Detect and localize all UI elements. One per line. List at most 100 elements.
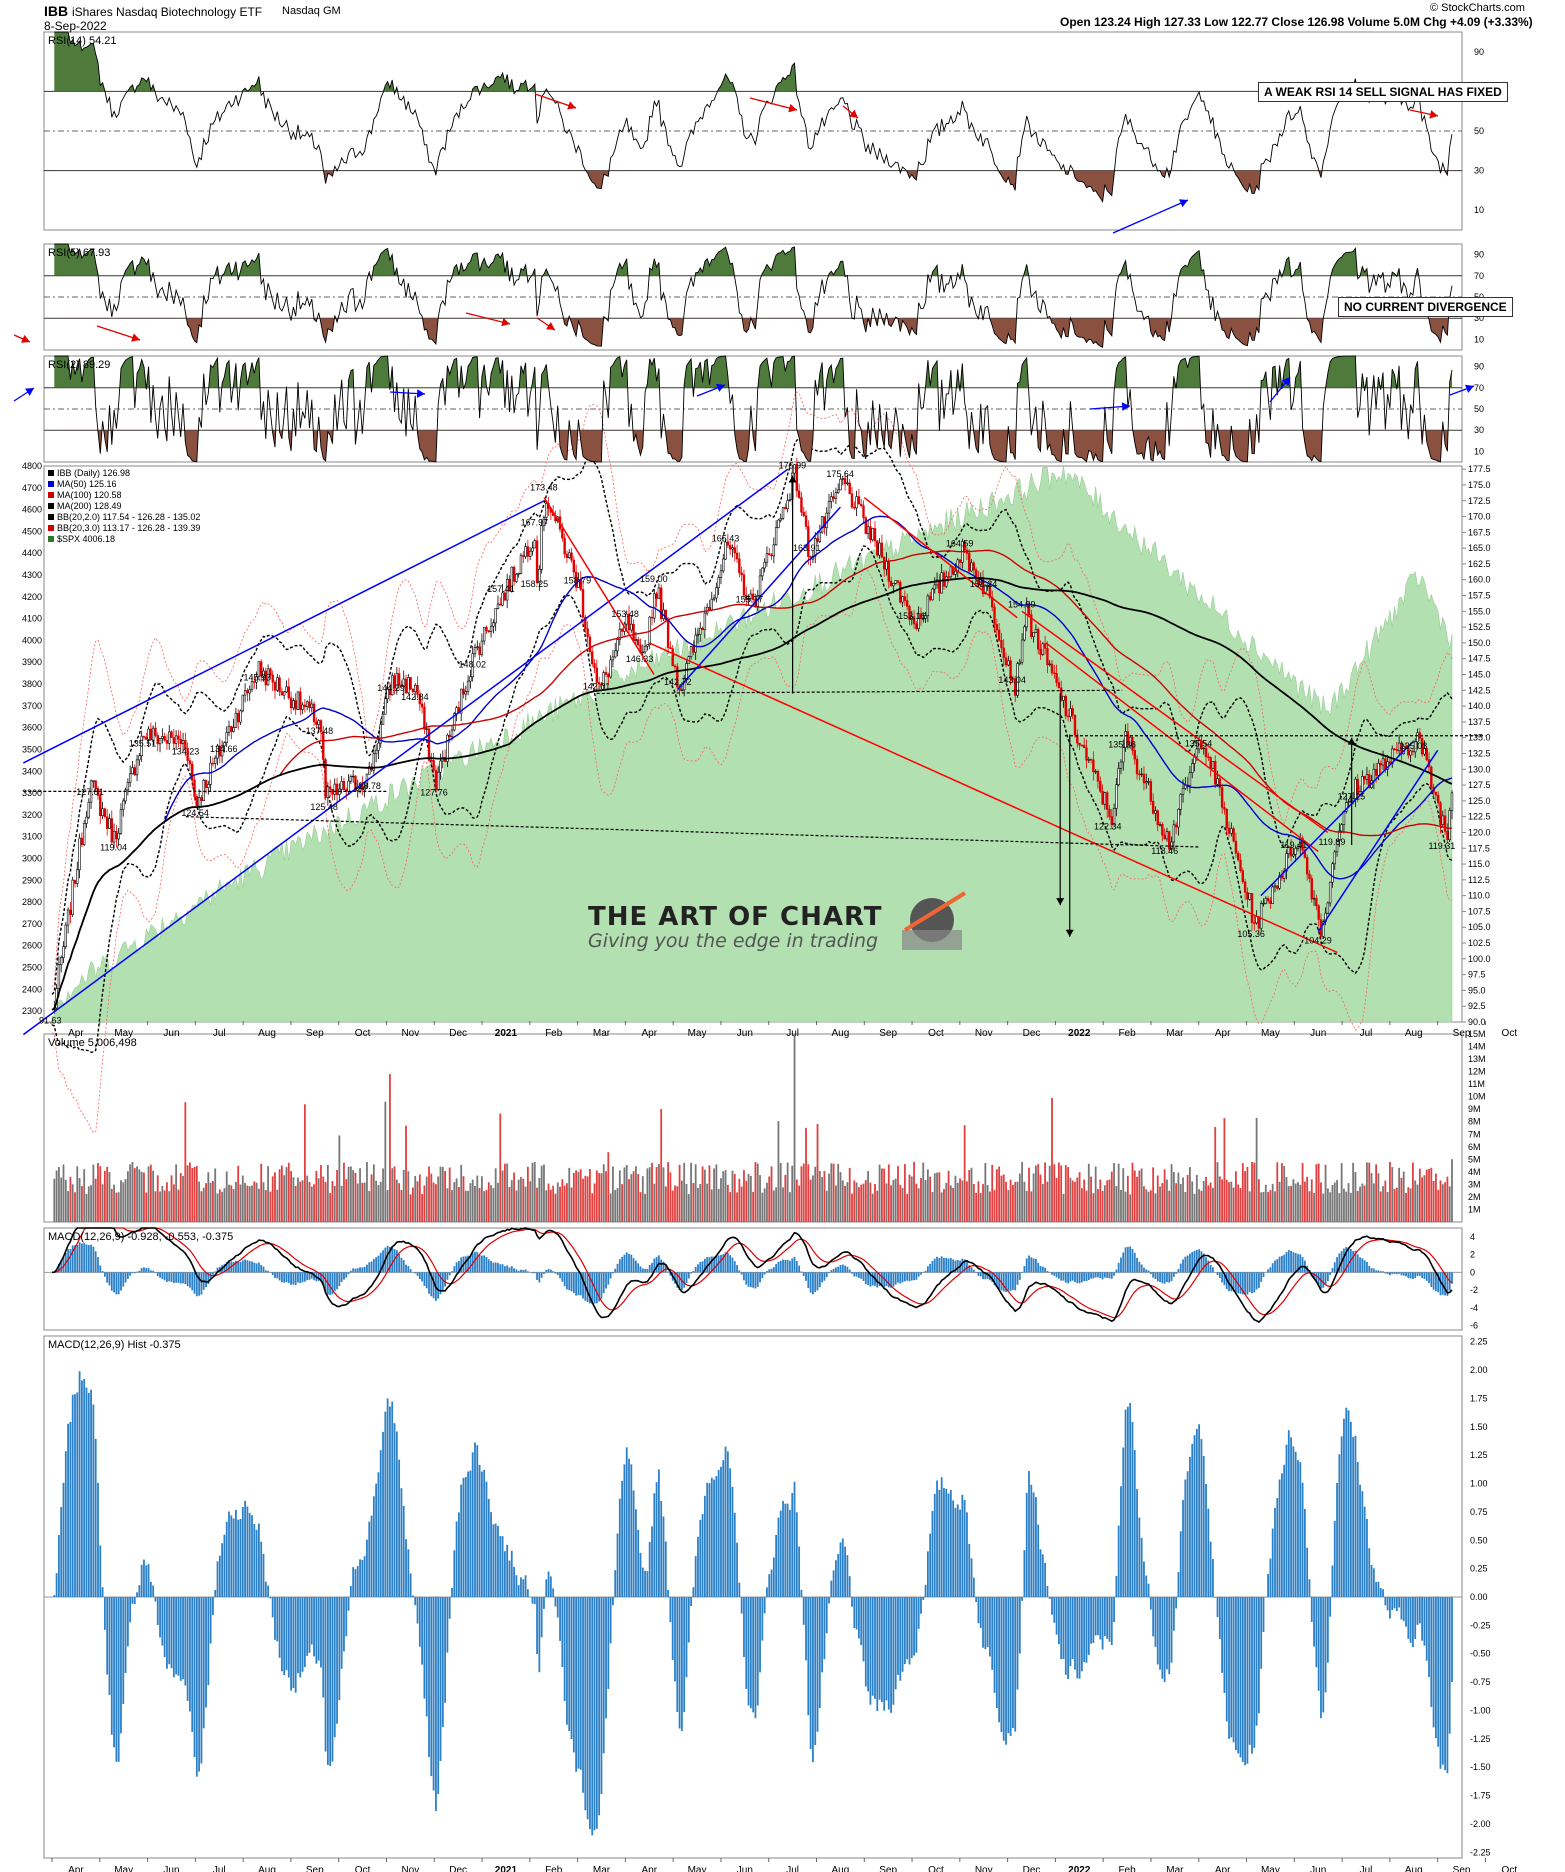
hist-tick-label: 0.25 bbox=[1470, 1564, 1488, 1574]
candle-body bbox=[170, 731, 173, 738]
macd-hist-bar bbox=[1191, 1251, 1194, 1273]
candle-body bbox=[1259, 903, 1263, 929]
hist-bar bbox=[547, 1571, 550, 1597]
volume-bar bbox=[386, 1190, 389, 1222]
hist-bar bbox=[441, 1597, 444, 1728]
volume-bar bbox=[202, 1187, 205, 1222]
macd-hist-bar bbox=[977, 1272, 980, 1276]
macd-hist-bar bbox=[1039, 1265, 1042, 1273]
volume-bar bbox=[1016, 1181, 1019, 1222]
candle-body bbox=[894, 580, 897, 584]
candle-body bbox=[1227, 827, 1231, 834]
candle-body bbox=[763, 561, 766, 569]
macd-hist-bar bbox=[1055, 1272, 1058, 1278]
hist-bar bbox=[1280, 1473, 1283, 1597]
candle-body bbox=[448, 734, 451, 738]
macd-hist-bar bbox=[490, 1261, 492, 1273]
macd-hist-bar bbox=[805, 1272, 807, 1281]
hist-bar bbox=[85, 1387, 88, 1597]
macd-hist-bar bbox=[1389, 1272, 1391, 1276]
macd-hist-bar bbox=[451, 1271, 453, 1273]
macd-hist-bar bbox=[949, 1258, 952, 1273]
macd-hist-bar bbox=[1032, 1258, 1035, 1273]
hist-bar bbox=[612, 1597, 614, 1606]
volume-bar bbox=[1195, 1174, 1198, 1222]
candle-body bbox=[158, 738, 162, 745]
hist-bar bbox=[503, 1551, 506, 1597]
candle-body bbox=[673, 665, 677, 668]
macd-hist-bar bbox=[956, 1259, 959, 1273]
macd-hist-bar bbox=[766, 1271, 768, 1273]
candle-body bbox=[671, 648, 674, 667]
macd-hist-bar bbox=[421, 1272, 424, 1282]
hist-bar bbox=[53, 1595, 56, 1597]
hist-bar bbox=[593, 1597, 596, 1831]
volume-bar bbox=[1303, 1181, 1306, 1222]
candle-body bbox=[177, 735, 180, 740]
hist-bar bbox=[1384, 1597, 1387, 1606]
macd-hist-bar bbox=[743, 1272, 745, 1281]
hist-bar bbox=[163, 1597, 166, 1657]
candle-body bbox=[618, 628, 622, 640]
x-month-label: Feb bbox=[545, 1028, 563, 1039]
hist-bar bbox=[556, 1597, 559, 1618]
pivot-label: 119.41 bbox=[1280, 840, 1307, 850]
rsi2-oversold-fill bbox=[97, 430, 1449, 462]
volume-bar bbox=[363, 1182, 366, 1222]
volume-bar bbox=[743, 1170, 745, 1222]
hist-bar bbox=[653, 1493, 656, 1597]
candle-body bbox=[804, 515, 808, 527]
volume-bar bbox=[441, 1166, 444, 1222]
volume-bar bbox=[1423, 1175, 1426, 1222]
hist-tick-label: 0.75 bbox=[1470, 1507, 1488, 1517]
macd-hist-bar bbox=[823, 1272, 826, 1281]
macd-hist-bar bbox=[825, 1272, 828, 1278]
macd-hist-bar bbox=[984, 1272, 987, 1280]
x-month-label: Feb bbox=[1118, 1028, 1136, 1039]
volume-bar bbox=[676, 1186, 679, 1222]
volume-bar bbox=[529, 1181, 532, 1222]
hist-bar bbox=[644, 1570, 647, 1597]
volume-bar bbox=[172, 1184, 175, 1222]
candle-body bbox=[476, 646, 479, 648]
volume-bar bbox=[543, 1164, 545, 1222]
candle-body bbox=[1322, 921, 1325, 937]
candle-body bbox=[1172, 824, 1176, 843]
macd-hist-bar bbox=[156, 1272, 159, 1277]
macd-hist-bar bbox=[464, 1256, 467, 1273]
macd-hist-bar bbox=[207, 1272, 210, 1285]
x-month-label: Apr bbox=[68, 1028, 84, 1039]
candle-body bbox=[218, 745, 222, 757]
macd-hist-bar bbox=[1439, 1272, 1442, 1296]
volume-bar bbox=[301, 1180, 304, 1222]
candle-body bbox=[1202, 747, 1205, 750]
hist-bar bbox=[844, 1546, 847, 1597]
macd-hist-bar bbox=[1175, 1272, 1178, 1274]
volume-bar bbox=[92, 1164, 95, 1222]
hist-bar bbox=[543, 1597, 545, 1609]
volume-bar bbox=[103, 1170, 106, 1222]
candle-body bbox=[625, 613, 628, 625]
macd-hist-bar bbox=[589, 1272, 591, 1304]
candle-body bbox=[540, 525, 543, 570]
x-month-label: Aug bbox=[831, 1028, 849, 1039]
macd-hist-bar bbox=[1083, 1272, 1086, 1282]
volume-bar bbox=[1271, 1183, 1274, 1222]
hist-bar bbox=[995, 1597, 998, 1708]
candle-body bbox=[1430, 766, 1433, 788]
candle-body bbox=[172, 737, 176, 744]
volume-tick-label: 12M bbox=[1468, 1067, 1486, 1077]
volume-bar bbox=[1044, 1162, 1047, 1222]
x-month-label: Dec bbox=[449, 1028, 467, 1039]
volume-bar bbox=[1078, 1172, 1081, 1222]
volume-bar bbox=[87, 1186, 90, 1222]
hist-bar bbox=[825, 1597, 828, 1634]
volume-bar bbox=[1356, 1190, 1359, 1222]
hist-bar bbox=[1448, 1597, 1451, 1734]
hist-bar bbox=[917, 1597, 920, 1629]
hist-bar bbox=[745, 1597, 748, 1689]
hist-bar bbox=[409, 1573, 412, 1597]
volume-bar bbox=[1136, 1176, 1138, 1222]
hist-bar bbox=[276, 1597, 279, 1642]
macd-hist-bar bbox=[1172, 1272, 1175, 1277]
